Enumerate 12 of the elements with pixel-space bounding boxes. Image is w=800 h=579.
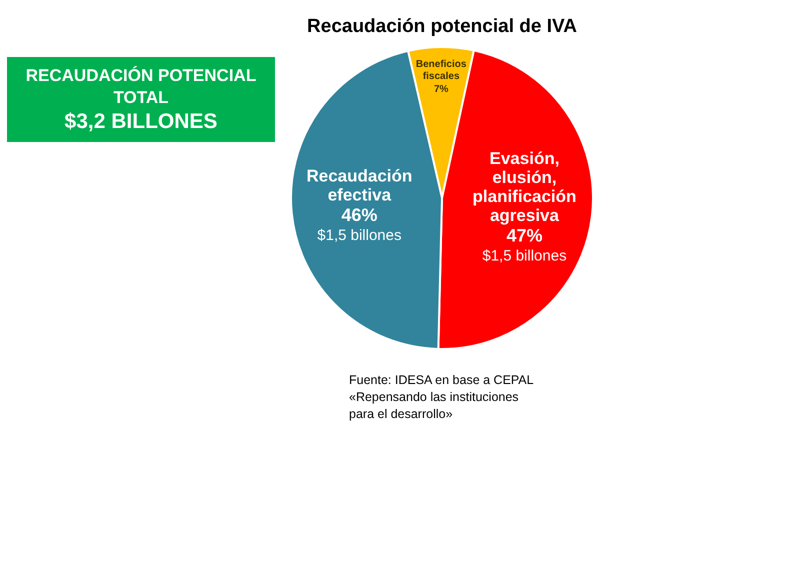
slice-label: Beneficios fiscales — [416, 58, 467, 82]
chart-title: Recaudación potencial de IVA — [306, 16, 578, 38]
data-label: 46% — [341, 204, 378, 225]
slice-label: Recaudación efectiva — [306, 166, 412, 205]
source-note: Fuente: IDESA en base a CEPAL «Repensando las instituciones para el desarrollo» — [349, 372, 534, 423]
text: $1,5 billones — [482, 247, 567, 264]
text: RECAUDACIÓN POTENCIAL TOTAL — [24, 64, 258, 108]
text: $3,2 BILLONES — [64, 108, 218, 134]
data-label: 7% — [434, 84, 448, 95]
data-label: 47% — [506, 225, 542, 246]
text: $1,5 billones — [317, 227, 402, 244]
slice-label: Evasión, elusión, planificación agresiva — [472, 149, 576, 226]
